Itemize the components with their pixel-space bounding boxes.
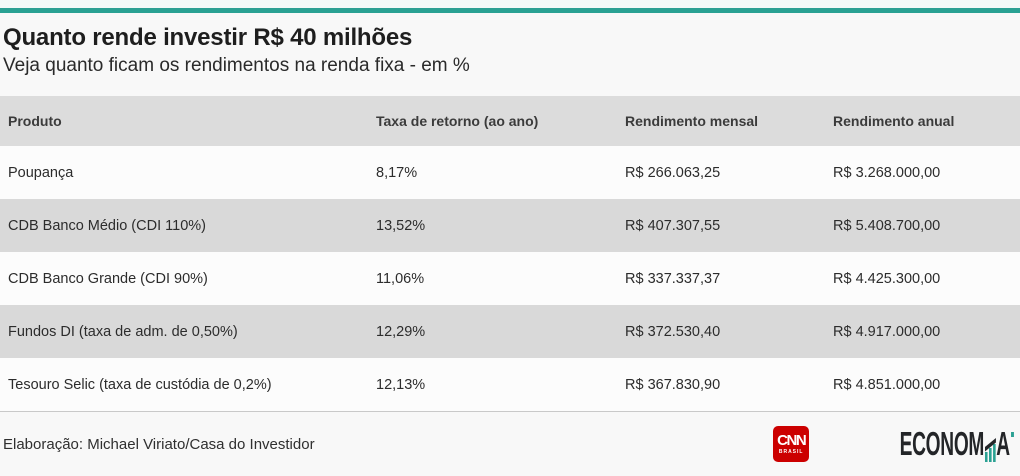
column-header-rendimento-mensal: Rendimento mensal bbox=[625, 113, 759, 129]
table-row: CDB Banco Médio (CDI 110%) 13,52% R$ 407… bbox=[0, 199, 1020, 252]
cnn-brasil-label: BRASIL bbox=[778, 449, 804, 455]
table-row: Poupança 8,17% R$ 266.063,25 R$ 3.268.00… bbox=[0, 146, 1020, 199]
table-row: Fundos DI (taxa de adm. de 0,50%) 12,29%… bbox=[0, 305, 1020, 358]
cnn-economia-logo: CNN BRASIL ECONOM A bbox=[773, 425, 1014, 463]
source-credit: Elaboração: Michael Viriato/Casa do Inve… bbox=[3, 435, 315, 453]
page-subtitle: Veja quanto ficam os rendimentos na rend… bbox=[3, 55, 470, 76]
cell-rendimento-mensal: R$ 337.337,37 bbox=[625, 270, 721, 287]
cell-rendimento-anual: R$ 4.917.000,00 bbox=[833, 323, 941, 340]
returns-table: Produto Taxa de retorno (ao ano) Rendime… bbox=[0, 96, 1020, 412]
cell-produto: CDB Banco Grande (CDI 90%) bbox=[8, 270, 208, 287]
cell-rendimento-mensal: R$ 407.307,55 bbox=[625, 217, 721, 234]
growth-bars-icon bbox=[984, 432, 996, 462]
cell-taxa: 11,06% bbox=[376, 270, 425, 287]
cnn-brasil-logo: CNN BRASIL bbox=[773, 426, 810, 462]
cell-rendimento-anual: R$ 4.851.000,00 bbox=[833, 376, 941, 393]
cell-rendimento-anual: R$ 5.408.700,00 bbox=[833, 217, 941, 234]
footer: Elaboração: Michael Viriato/Casa do Inve… bbox=[0, 412, 1020, 476]
table-header-row: Produto Taxa de retorno (ao ano) Rendime… bbox=[0, 96, 1020, 146]
cnn-logo-text: CNN bbox=[777, 432, 807, 449]
table-row: Tesouro Selic (taxa de custódia de 0,2%)… bbox=[0, 358, 1020, 411]
header: Quanto rende investir R$ 40 milhões Veja… bbox=[0, 13, 1020, 77]
page-title: Quanto rende investir R$ 40 milhões bbox=[3, 24, 413, 51]
cell-rendimento-mensal: R$ 367.830,90 bbox=[625, 376, 721, 393]
economia-text-prefix: ECONOM bbox=[899, 425, 985, 462]
cell-taxa: 12,13% bbox=[376, 376, 426, 393]
column-header-rendimento-anual: Rendimento anual bbox=[833, 113, 955, 129]
cell-taxa: 13,52% bbox=[376, 217, 426, 234]
cell-produto: Tesouro Selic (taxa de custódia de 0,2%) bbox=[8, 376, 272, 393]
cell-taxa: 8,17% bbox=[376, 164, 418, 181]
cell-rendimento-anual: R$ 4.425.300,00 bbox=[833, 270, 941, 287]
cell-rendimento-mensal: R$ 372.530,40 bbox=[625, 323, 721, 340]
cell-produto: Poupança bbox=[8, 164, 74, 181]
cell-rendimento-anual: R$ 3.268.000,00 bbox=[833, 164, 941, 181]
economia-text-suffix: A bbox=[996, 425, 1010, 462]
column-header-produto: Produto bbox=[8, 113, 62, 129]
economia-wordmark: ECONOM A bbox=[900, 425, 1014, 463]
cell-produto: CDB Banco Médio (CDI 110%) bbox=[8, 217, 206, 234]
cell-produto: Fundos DI (taxa de adm. de 0,50%) bbox=[8, 323, 238, 340]
cell-rendimento-mensal: R$ 266.063,25 bbox=[625, 164, 721, 181]
top-strip bbox=[0, 0, 1020, 8]
column-header-taxa: Taxa de retorno (ao ano) bbox=[376, 113, 539, 129]
table-row: CDB Banco Grande (CDI 90%) 11,06% R$ 337… bbox=[0, 252, 1020, 305]
trademark-dot-icon bbox=[1011, 431, 1014, 437]
teal-accent-bar bbox=[0, 8, 1020, 13]
cell-taxa: 12,29% bbox=[376, 323, 426, 340]
